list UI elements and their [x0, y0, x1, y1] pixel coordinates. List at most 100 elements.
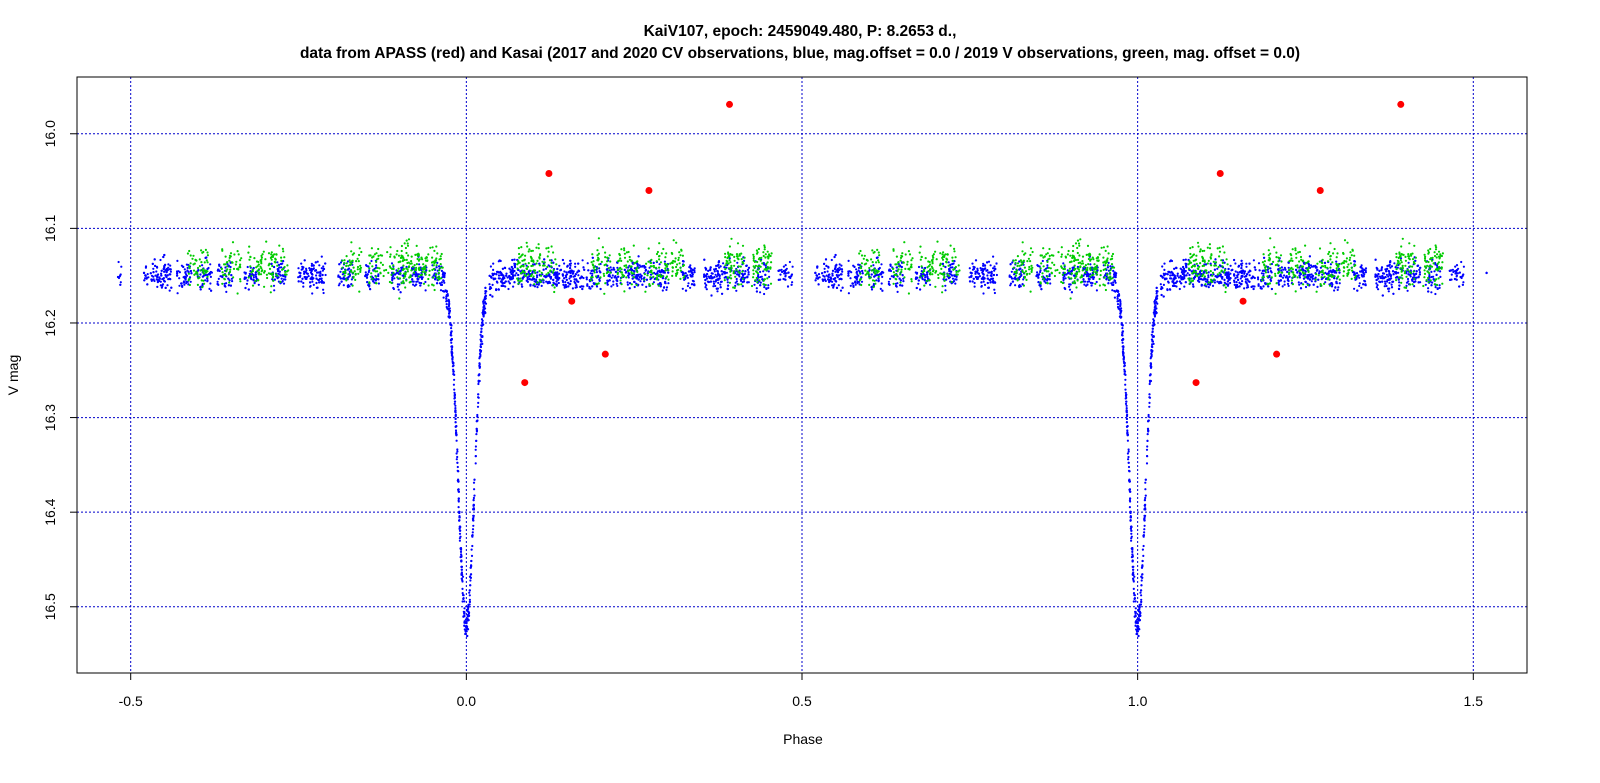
blue-point — [504, 280, 507, 283]
blue-point — [1169, 259, 1173, 262]
blue-point — [411, 274, 414, 277]
blue-point — [1064, 287, 1067, 291]
blue-point — [1065, 273, 1068, 276]
blue-point — [995, 262, 998, 265]
blue-point — [471, 528, 475, 531]
blue-point — [204, 279, 207, 282]
blue-point — [460, 560, 463, 563]
blue-point — [712, 280, 715, 283]
blue-point — [1129, 511, 1132, 514]
blue-point — [489, 265, 492, 268]
blue-point — [693, 267, 696, 270]
blue-point — [176, 259, 179, 262]
blue-point — [836, 276, 839, 279]
blue-point — [550, 259, 553, 262]
blue-point — [896, 290, 899, 293]
blue-point — [838, 263, 841, 266]
blue-point — [1082, 274, 1085, 277]
blue-point — [1277, 283, 1281, 286]
blue-point — [1376, 267, 1379, 270]
blue-point — [301, 277, 304, 280]
blue-point — [1149, 364, 1152, 367]
blue-point — [1132, 587, 1135, 591]
blue-point — [719, 283, 722, 286]
blue-point — [1434, 286, 1437, 289]
blue-point — [302, 281, 305, 285]
blue-point — [1221, 259, 1224, 262]
blue-point — [1233, 280, 1236, 284]
blue-point — [1035, 274, 1038, 277]
blue-point — [159, 284, 162, 287]
blue-point — [880, 282, 883, 285]
blue-point — [1214, 275, 1218, 278]
blue-point — [536, 276, 539, 279]
blue-point — [1435, 273, 1438, 276]
blue-point — [663, 260, 667, 263]
blue-point — [166, 284, 169, 287]
blue-point — [542, 281, 545, 284]
blue-point — [1245, 275, 1248, 278]
blue-point — [987, 286, 990, 289]
blue-point — [954, 282, 957, 285]
blue-point — [284, 278, 287, 281]
blue-point — [762, 270, 765, 273]
blue-point — [1411, 279, 1414, 282]
blue-point — [726, 281, 729, 284]
blue-point — [1376, 275, 1379, 278]
blue-point — [468, 589, 471, 592]
blue-point — [467, 619, 470, 622]
blue-point — [1387, 275, 1390, 278]
blue-point — [941, 262, 945, 265]
blue-point — [519, 270, 522, 273]
blue-point — [463, 624, 466, 627]
blue-point — [1398, 281, 1401, 284]
blue-point — [321, 273, 324, 277]
blue-point — [1022, 278, 1025, 281]
blue-point — [314, 269, 318, 272]
blue-point — [143, 279, 146, 282]
blue-point — [692, 283, 696, 286]
blue-point — [841, 270, 844, 273]
blue-point — [480, 318, 484, 321]
blue-point — [637, 278, 640, 281]
blue-point — [459, 547, 463, 550]
blue-point — [1142, 554, 1145, 558]
blue-point — [881, 275, 884, 278]
blue-point — [1200, 283, 1203, 286]
blue-point — [377, 273, 380, 276]
blue-point — [565, 278, 568, 281]
blue-point — [339, 270, 342, 273]
blue-point — [1235, 281, 1238, 284]
blue-point — [648, 266, 651, 269]
blue-point — [1460, 260, 1463, 264]
blue-point — [652, 261, 655, 264]
blue-point — [461, 592, 464, 595]
blue-point — [1132, 577, 1135, 580]
blue-point — [225, 290, 228, 293]
blue-point — [393, 277, 396, 280]
blue-point — [1107, 261, 1110, 264]
blue-point — [375, 264, 378, 267]
blue-point — [981, 277, 984, 280]
blue-point — [555, 283, 558, 286]
blue-point — [452, 373, 455, 376]
blue-point — [461, 587, 464, 591]
blue-point — [318, 274, 321, 277]
blue-point — [747, 273, 750, 276]
blue-point — [542, 268, 545, 271]
blue-point — [690, 270, 693, 273]
blue-point — [1041, 259, 1044, 263]
blue-point — [459, 529, 462, 532]
blue-point — [324, 273, 327, 277]
blue-point — [1140, 575, 1143, 578]
blue-point — [830, 258, 833, 262]
blue-point — [521, 276, 524, 279]
blue-point — [1207, 274, 1210, 277]
blue-point — [814, 279, 817, 282]
blue-point — [1200, 273, 1203, 276]
blue-point — [1152, 335, 1155, 338]
blue-point — [460, 548, 463, 551]
blue-point — [342, 284, 345, 287]
blue-point — [1125, 410, 1128, 413]
blue-point — [153, 279, 156, 283]
